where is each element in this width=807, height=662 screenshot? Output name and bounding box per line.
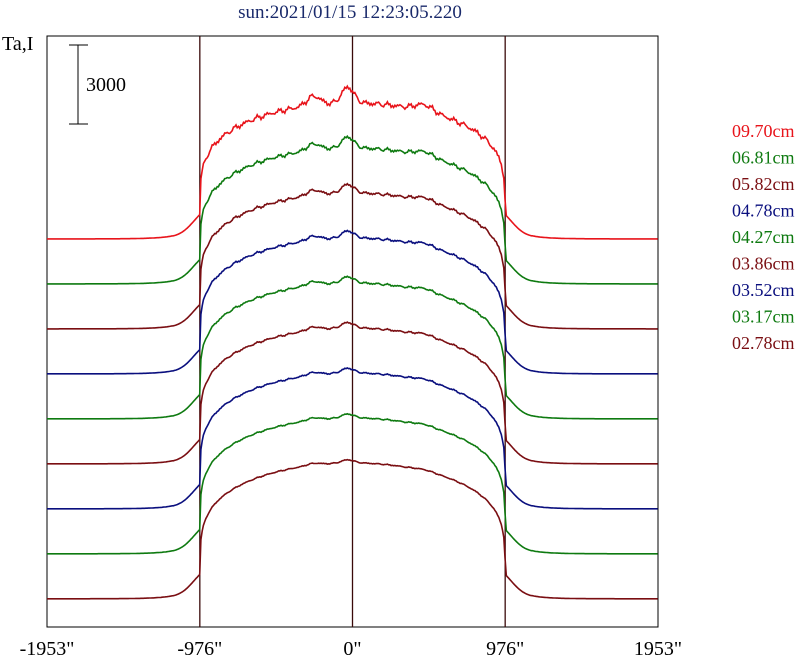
scale-bar: 3000 — [69, 44, 126, 125]
series-line — [47, 182, 658, 330]
legend-item: 05.82cm — [732, 174, 795, 194]
legend-item: 03.17cm — [732, 307, 795, 327]
x-tick-label: 1953" — [634, 638, 682, 660]
series-line — [47, 366, 658, 510]
legend-item: 04.78cm — [732, 201, 795, 221]
series-line — [47, 458, 658, 600]
series-line — [47, 275, 658, 420]
scale-bar-label: 3000 — [86, 74, 126, 96]
series-lines — [47, 84, 658, 600]
x-tick-label: -1953" — [20, 638, 75, 660]
legend-item: 03.52cm — [732, 280, 795, 300]
x-tick-label: -976" — [177, 638, 222, 660]
series-line — [47, 321, 658, 465]
legend-item: 02.78cm — [732, 333, 795, 353]
legend: 09.70cm 06.81cm 05.82cm 04.78cm 04.27cm 03.86… — [732, 121, 795, 353]
chart-title: sun:2021/01/15 12:23:05.220 — [238, 2, 462, 23]
x-tick-labels: -1953" -976" 0" 976" 1953" — [20, 638, 683, 660]
series-line — [47, 134, 658, 285]
series-line — [47, 229, 658, 375]
legend-item: 06.81cm — [732, 148, 795, 168]
x-tick-label: 976" — [486, 638, 524, 660]
legend-item: 03.86cm — [732, 254, 795, 274]
series-line — [47, 412, 658, 555]
legend-item: 04.27cm — [732, 227, 795, 247]
x-tick-label: 0" — [343, 638, 361, 660]
series-line — [47, 84, 658, 240]
legend-item: 09.70cm — [732, 121, 795, 141]
y-axis-label: Ta,I — [2, 33, 33, 55]
